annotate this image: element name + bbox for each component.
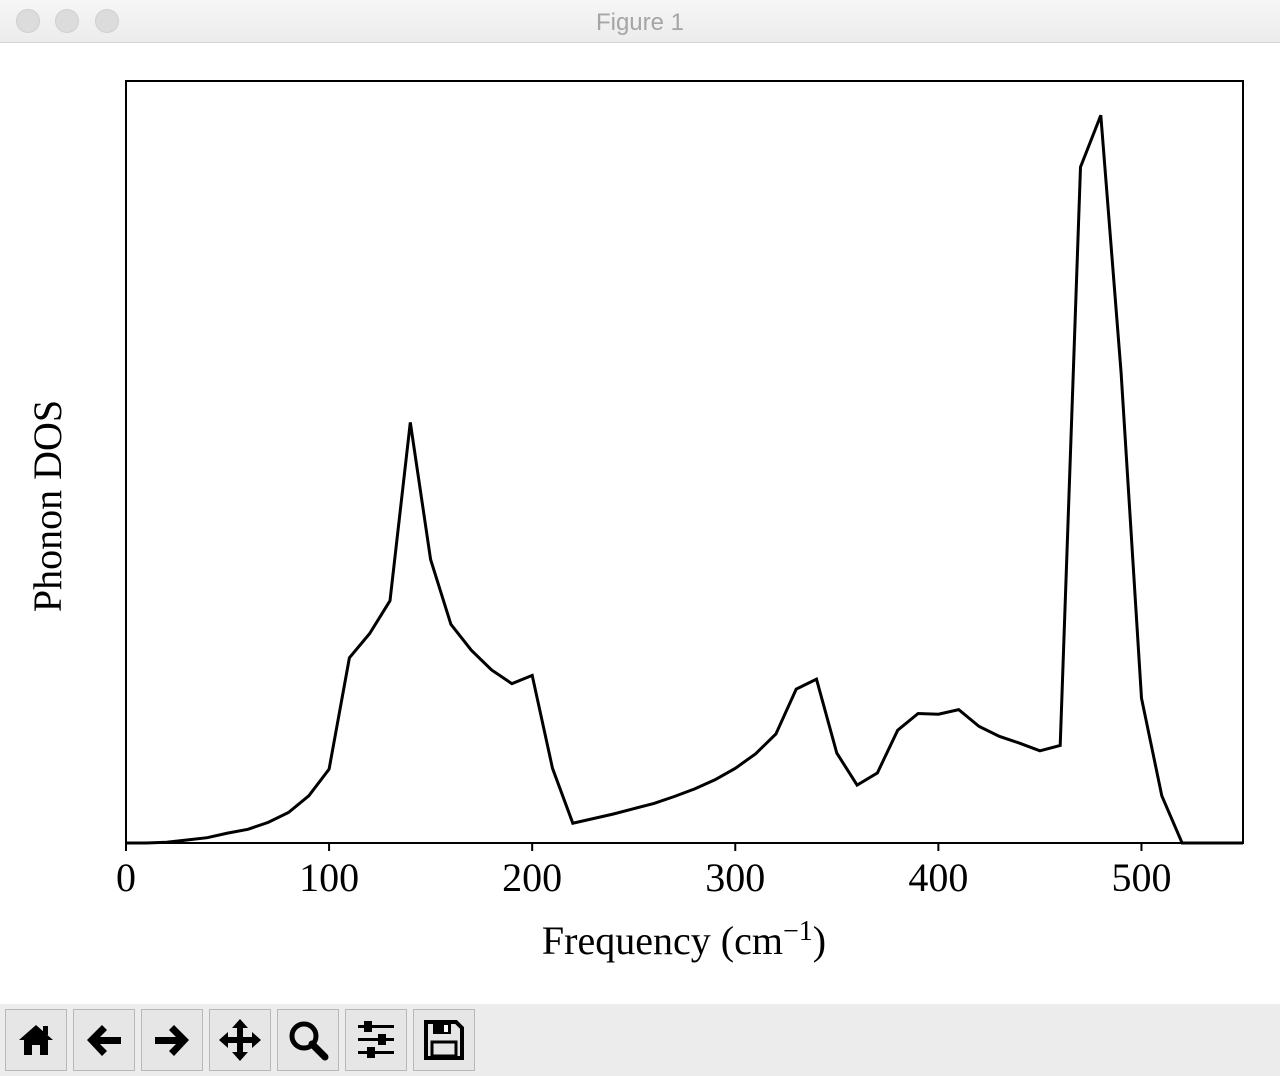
dos-line-series: [126, 114, 1243, 845]
x-axis-label-main: Frequency (cm: [542, 918, 783, 963]
minimize-window-button[interactable]: [55, 9, 79, 33]
x-tick-label: 0: [116, 855, 136, 900]
x-tick-label: 100: [299, 855, 359, 900]
configure-subplots-icon: [358, 1021, 394, 1058]
window-title: Figure 1: [595, 9, 685, 36]
x-axis-label: Frequency (cm−1): [542, 916, 826, 963]
x-tick-label: 400: [908, 855, 968, 900]
figure-canvas[interactable]: 0 100 200 300 400 500 Frequency (cm−1) Phonon…: [0, 44, 1280, 1004]
navigation-toolbar: [0, 1004, 1280, 1076]
save-button[interactable]: [413, 1009, 475, 1071]
x-axis-label-superscript: −1: [783, 916, 813, 947]
configure-subplots-button[interactable]: [345, 1009, 407, 1071]
forward-arrow-icon: [155, 1025, 189, 1056]
x-tick-label: 300: [705, 855, 765, 900]
close-window-button[interactable]: [16, 9, 40, 33]
x-tick-label: 500: [1111, 855, 1171, 900]
x-axis-label-suffix: ): [813, 918, 826, 963]
plot-area: [125, 80, 1244, 844]
y-axis-label: Phonon DOS: [25, 400, 70, 612]
back-button[interactable]: [73, 1009, 135, 1071]
zoom-magnifier-icon: [289, 1021, 329, 1061]
maximize-window-button[interactable]: [95, 9, 119, 33]
zoom-button[interactable]: [277, 1009, 339, 1071]
x-axis-ticks: 0 100 200 300 400 500: [116, 843, 1171, 900]
x-tick-label: 200: [502, 855, 562, 900]
save-floppy-icon: [424, 1020, 464, 1060]
back-arrow-icon: [87, 1025, 121, 1056]
pan-move-icon: [219, 1019, 261, 1061]
home-button[interactable]: [5, 1009, 67, 1071]
pan-button[interactable]: [209, 1009, 271, 1071]
window-titlebar: Figure 1: [0, 0, 1280, 43]
forward-button[interactable]: [141, 1009, 203, 1071]
home-icon: [19, 1025, 53, 1055]
